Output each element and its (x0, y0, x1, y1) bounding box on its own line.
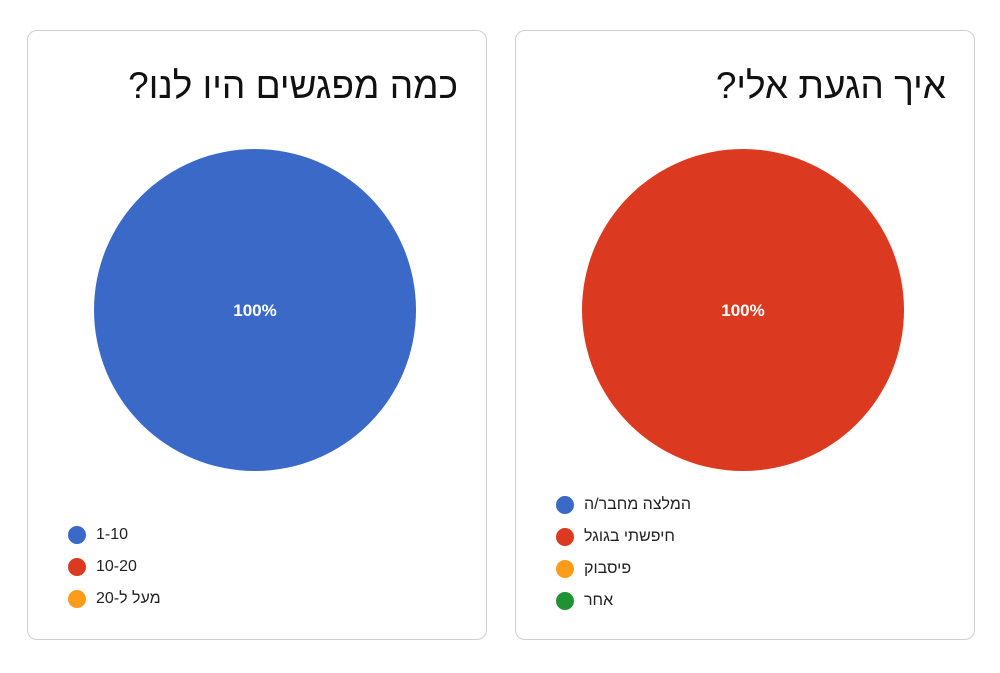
legend-item: המלצה מחבר/ה (556, 489, 691, 521)
legend-item: חיפשתי בגוגל (556, 521, 691, 553)
chart-card-meetings: כמה מפגשים היו לנו? 100% 1-10 10-20 מעל … (27, 30, 487, 640)
legend-item: פיסבוק (556, 553, 691, 585)
legend-item: 1-10 (68, 519, 161, 551)
slice-label: 100% (233, 301, 276, 320)
pie-slice (94, 149, 416, 471)
legend-swatch (556, 560, 574, 578)
legend-swatch (556, 496, 574, 514)
legend-swatch (556, 528, 574, 546)
legend-swatch (68, 526, 86, 544)
legend-label: 10-20 (96, 558, 137, 575)
legend-referral: המלצה מחבר/ה חיפשתי בגוגל פיסבוק אחר (556, 489, 691, 617)
legend-label: פיסבוק (584, 560, 632, 577)
chart-card-referral: איך הגעת אלי? 100% המלצה מחבר/ה חיפשתי ב… (515, 30, 975, 640)
legend-item: 10-20 (68, 551, 161, 583)
chart-title: כמה מפגשים היו לנו? (128, 65, 458, 106)
legend-meetings: 1-10 10-20 מעל ל-20 (68, 519, 161, 615)
pie-chart-meetings: 100% (94, 149, 416, 471)
legend-swatch (68, 590, 86, 608)
legend-item: אחר (556, 585, 691, 617)
legend-label: 1-10 (96, 526, 129, 543)
legend-item: מעל ל-20 (68, 583, 161, 615)
chart-title: איך הגעת אלי? (715, 65, 946, 106)
pie-slice (582, 149, 904, 471)
legend-label: המלצה מחבר/ה (584, 496, 691, 513)
legend-label: אחר (584, 592, 614, 609)
legend-swatch (556, 592, 574, 610)
slice-label: 100% (721, 301, 764, 320)
pie-chart-referral: 100% (582, 149, 904, 471)
legend-label: חיפשתי בגוגל (584, 528, 675, 545)
legend-swatch (68, 558, 86, 576)
legend-label: מעל ל-20 (96, 590, 161, 607)
